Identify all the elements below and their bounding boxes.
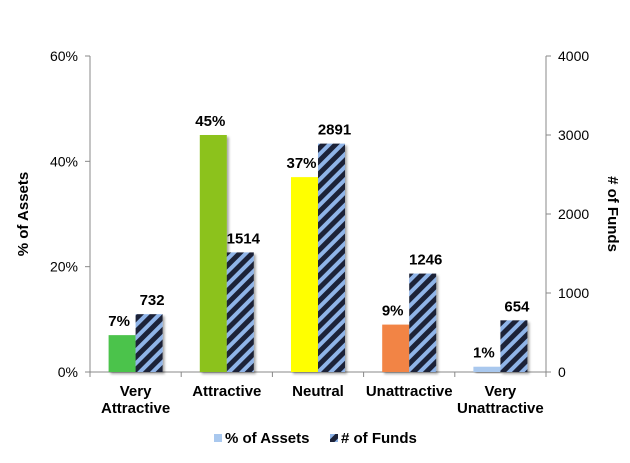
data-labels: 7% 732 45% 1514 37%2891 9% 1246 1% 654	[108, 113, 530, 362]
left-tick-label: 20%	[50, 259, 78, 275]
data-label-funds: 1246	[409, 252, 442, 269]
assets-bars	[108, 135, 501, 372]
legend-swatch-funds	[330, 434, 338, 442]
right-axis-ticks: 0 1000 2000 3000 4000	[546, 48, 589, 380]
right-axis-title: # of Funds	[604, 176, 621, 252]
left-axis-title: % of Assets	[15, 172, 32, 256]
legend: % of Assets # of Funds	[214, 430, 417, 447]
category-label: Attractive	[192, 383, 261, 400]
bar-funds	[135, 314, 163, 372]
right-tick-label: 4000	[558, 48, 589, 64]
data-label-assets: 7%	[108, 313, 130, 330]
bar-funds	[409, 273, 437, 372]
data-label-assets: 9%	[382, 303, 404, 320]
legend-label-funds: # of Funds	[341, 430, 417, 447]
data-label-assets: 45%	[195, 113, 225, 130]
bar-assets	[473, 366, 501, 372]
bar-assets	[382, 324, 410, 372]
left-tick-label: 0%	[58, 364, 78, 380]
bar-funds	[226, 252, 254, 372]
bar-funds	[500, 320, 528, 372]
left-axis-ticks: 0% 20% 40% 60%	[50, 48, 90, 380]
left-tick-label: 60%	[50, 48, 78, 64]
right-tick-label: 2000	[558, 206, 589, 222]
data-label-funds: 732	[140, 292, 165, 309]
right-tick-label: 0	[558, 364, 566, 380]
right-tick-label: 3000	[558, 127, 589, 143]
right-tick-label: 1000	[558, 285, 589, 301]
legend-swatch-assets	[214, 434, 222, 442]
data-label-assets: 37%	[286, 155, 316, 172]
left-tick-label: 40%	[50, 153, 78, 169]
data-label-funds: 1514	[227, 230, 261, 247]
bar-assets	[108, 335, 136, 372]
category-label: Very Attractive	[101, 383, 170, 417]
data-label-funds: 2891	[318, 122, 351, 139]
legend-label-assets: % of Assets	[225, 430, 309, 447]
bar-assets	[199, 135, 227, 372]
bar-funds	[318, 143, 345, 372]
category-labels: Very Attractive Attractive Neutral Unattract…	[89, 372, 547, 417]
data-label-funds: 654	[504, 298, 530, 315]
bar-assets	[291, 177, 318, 372]
category-label: Unattractive	[366, 383, 453, 400]
category-label: Neutral	[292, 383, 344, 400]
category-label: Very Unattractive	[457, 383, 544, 417]
funds-bars	[135, 143, 528, 372]
data-label-assets: 1%	[473, 345, 495, 362]
